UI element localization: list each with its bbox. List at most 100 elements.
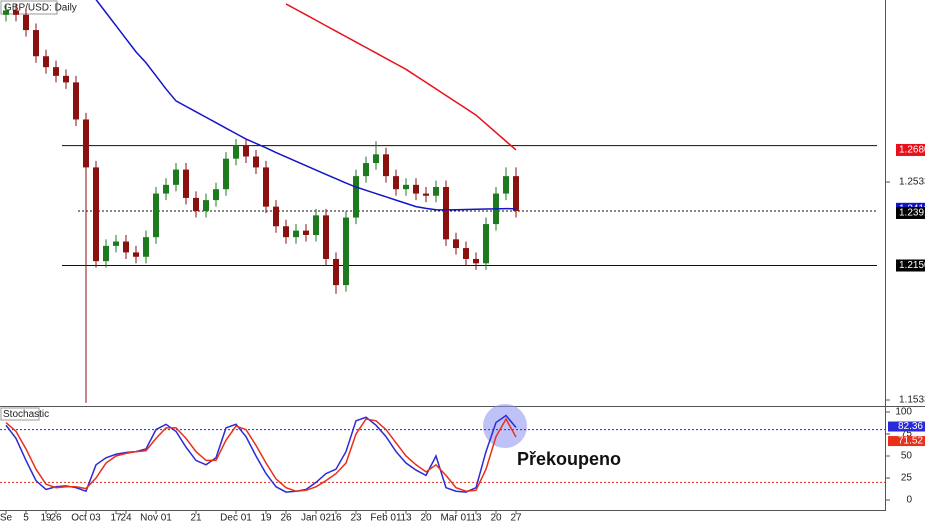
candle-body bbox=[383, 154, 389, 177]
candle-body bbox=[403, 184, 409, 190]
candle-body bbox=[213, 189, 219, 201]
candle-body bbox=[103, 245, 109, 262]
candle-body bbox=[233, 145, 239, 159]
price-label: 1.2680 bbox=[899, 145, 925, 156]
candle-body bbox=[3, 10, 9, 15]
candle-body bbox=[163, 184, 169, 194]
candle-body bbox=[453, 239, 459, 249]
x-tick-label: 26 bbox=[50, 513, 62, 524]
y-tick-label: 25 bbox=[901, 473, 913, 484]
price-label-box bbox=[896, 143, 925, 156]
candle-body bbox=[63, 75, 69, 83]
candle-body bbox=[153, 193, 159, 238]
x-tick-label: Feb 01 bbox=[370, 513, 402, 524]
candle-body bbox=[373, 154, 379, 164]
candle-body bbox=[53, 67, 59, 76]
candle-body bbox=[203, 200, 209, 212]
candle-body bbox=[433, 187, 439, 196]
indicator-title: Stochastic bbox=[3, 409, 49, 420]
x-tick-label: 13 bbox=[470, 513, 482, 524]
candle-body bbox=[473, 258, 479, 264]
candle-body bbox=[333, 258, 339, 286]
y-tick-label: 100 bbox=[895, 407, 912, 418]
candle-body bbox=[143, 237, 149, 257]
candle-body bbox=[23, 14, 29, 31]
last-value-box bbox=[888, 436, 925, 447]
candle-body bbox=[253, 156, 259, 168]
y-tick-label: 0 bbox=[906, 495, 912, 506]
x-tick-label: Dec 01 bbox=[220, 513, 252, 524]
chart-title: GBP/USD: Daily bbox=[4, 3, 77, 14]
indicator-box bbox=[0, 407, 40, 421]
candle-body bbox=[273, 206, 279, 227]
x-tick-label: 16 bbox=[330, 513, 342, 524]
candle-body bbox=[33, 30, 39, 57]
candle-body bbox=[123, 241, 129, 253]
candle-body bbox=[13, 10, 19, 15]
x-tick-label: Mar 01 bbox=[440, 513, 472, 524]
series-line bbox=[5, 414, 517, 493]
x-tick-label: Jan 02 bbox=[301, 513, 331, 524]
y-tick-label: 1.2533 bbox=[899, 177, 925, 188]
candle-body bbox=[443, 187, 449, 240]
last-value-label: 71.52 bbox=[898, 436, 923, 447]
x-tick-label: 23 bbox=[350, 513, 362, 524]
candle-body bbox=[243, 145, 249, 157]
x-tick-label: 27 bbox=[510, 513, 522, 524]
price-label-box bbox=[896, 206, 925, 219]
y-tick-label: 75 bbox=[901, 429, 913, 440]
candle-body bbox=[343, 217, 349, 286]
candle-body bbox=[293, 230, 299, 238]
candle-body bbox=[73, 82, 79, 120]
candle-body bbox=[503, 176, 509, 194]
candle-body bbox=[483, 224, 489, 264]
last-value-label: 82.36 bbox=[898, 421, 923, 432]
price-label-box bbox=[896, 259, 925, 272]
candle-body bbox=[263, 167, 269, 207]
x-tick-label: Oct 03 bbox=[71, 513, 101, 524]
y-tick-label: 50 bbox=[901, 451, 913, 462]
candle-body bbox=[43, 56, 49, 68]
candle-body bbox=[183, 169, 189, 198]
x-tick-label: 19 bbox=[40, 513, 52, 524]
candle-body bbox=[133, 252, 139, 257]
candle-body bbox=[283, 226, 289, 238]
candle-body bbox=[173, 169, 179, 185]
x-tick-label: 21 bbox=[190, 513, 202, 524]
candle-body bbox=[463, 248, 469, 259]
candle-body bbox=[393, 176, 399, 190]
x-tick-label: 19 bbox=[260, 513, 272, 524]
x-tick-label: 17 bbox=[110, 513, 122, 524]
y-tick-label: 1.1533 bbox=[899, 395, 925, 406]
candle-body bbox=[413, 184, 419, 194]
price-label: 1.2150 bbox=[899, 260, 925, 271]
annotation: Překoupeno bbox=[517, 449, 621, 469]
last-value-box bbox=[888, 421, 925, 432]
series-line bbox=[95, 0, 517, 211]
candle-body bbox=[83, 119, 89, 168]
x-tick-label: 26 bbox=[280, 513, 292, 524]
candle-body bbox=[363, 163, 369, 177]
candle-body bbox=[303, 230, 309, 235]
candle-body bbox=[223, 158, 229, 190]
candle-body bbox=[313, 215, 319, 235]
candle-body bbox=[193, 197, 199, 212]
x-tick-label: 13 bbox=[400, 513, 412, 524]
series-line bbox=[5, 417, 517, 492]
x-tick-label: 20 bbox=[490, 513, 502, 524]
x-tick-label: Nov 01 bbox=[140, 513, 172, 524]
candle-body bbox=[113, 241, 119, 246]
x-tick-label: 5 bbox=[23, 513, 29, 524]
candle-body bbox=[513, 176, 519, 212]
x-tick-label: 24 bbox=[120, 513, 132, 524]
candle-body bbox=[323, 215, 329, 259]
x-tick-label: Se bbox=[0, 513, 13, 524]
series-line bbox=[285, 3, 517, 151]
candle-body bbox=[423, 193, 429, 196]
candle-body bbox=[353, 176, 359, 218]
